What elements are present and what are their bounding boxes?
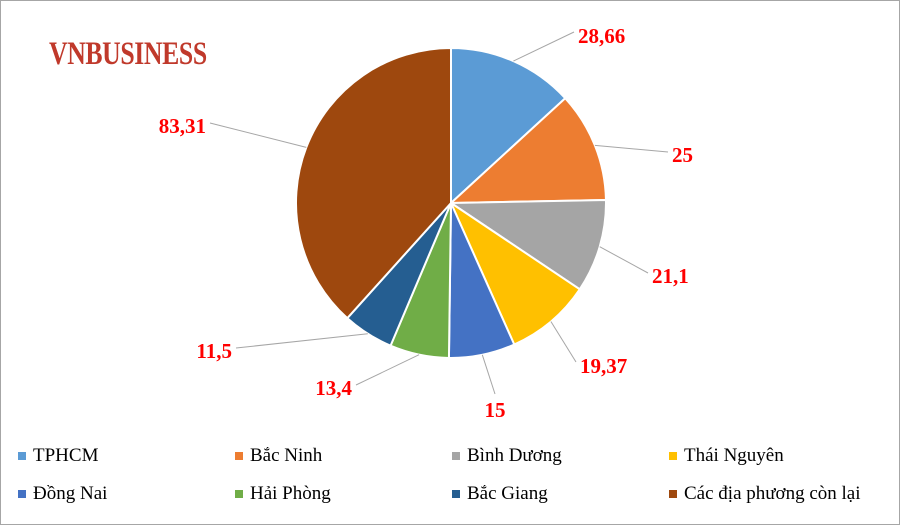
legend-swatch <box>452 490 460 498</box>
legend-swatch <box>235 490 243 498</box>
legend-swatch <box>18 452 26 460</box>
data-label: 15 <box>485 398 506 422</box>
leader-line <box>235 333 368 349</box>
legend-label: Bắc Ninh <box>250 445 323 466</box>
legend-swatch <box>669 490 677 498</box>
data-label: 13,4 <box>315 376 352 400</box>
data-label: 83,31 <box>159 114 206 138</box>
legend-item: Đồng Nai <box>18 483 107 505</box>
legend-label: Thái Nguyên <box>684 445 784 466</box>
legend-label: Đồng Nai <box>33 483 108 504</box>
data-label: 19,37 <box>580 354 627 378</box>
legend-item: Bắc Giang <box>452 483 548 505</box>
leader-line <box>209 122 307 148</box>
legend-label: Bắc Giang <box>467 483 548 504</box>
legend-swatch <box>452 452 460 460</box>
legend-swatch <box>235 452 243 460</box>
pie-slice <box>295 46 452 320</box>
leader-line <box>550 321 577 363</box>
pie-slice <box>447 198 607 291</box>
legend-label: Các địa phương còn lại <box>684 483 861 504</box>
legend-item: Các địa phương còn lại <box>669 483 861 505</box>
legend-item: TPHCM <box>18 445 98 467</box>
data-label: 21,1 <box>652 264 689 288</box>
pie-slice <box>450 46 567 206</box>
pie-slice <box>448 200 582 346</box>
brand-logo: VNBUSINESS <box>49 36 207 72</box>
leader-line <box>594 144 669 153</box>
leader-line <box>481 354 496 395</box>
pie-slice <box>448 96 607 205</box>
legend-label: Hải Phòng <box>250 483 331 504</box>
legend-item: Bình Dương <box>452 445 562 467</box>
legend-swatch <box>669 452 677 460</box>
leader-line <box>513 31 575 62</box>
leader-line <box>355 354 420 386</box>
data-label: 11,5 <box>196 339 232 363</box>
data-label: 25 <box>672 143 693 167</box>
data-label: 28,66 <box>578 24 625 48</box>
legend-item: Hải Phòng <box>235 483 331 505</box>
legend-item: Thái Nguyên <box>669 445 784 467</box>
legend-swatch <box>18 490 26 498</box>
legend-item: Bắc Ninh <box>235 445 322 467</box>
legend-label: TPHCM <box>33 445 99 466</box>
legend-label: Bình Dương <box>467 445 562 466</box>
leader-line <box>599 246 649 274</box>
